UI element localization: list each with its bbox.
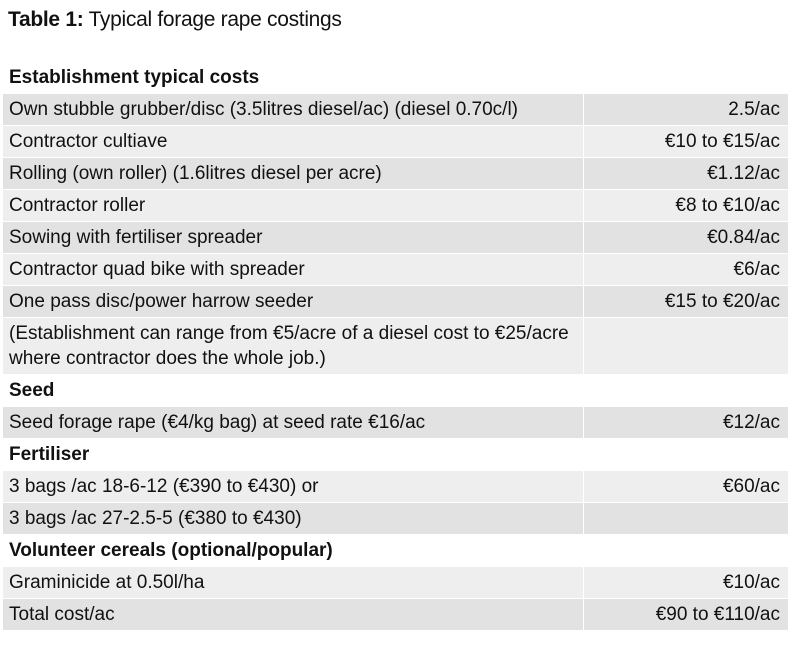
- cost-row: Seed forage rape (€4/kg bag) at seed rat…: [3, 406, 788, 439]
- cost-item: Own stubble grubber/disc (3.5litres dies…: [3, 93, 584, 126]
- cost-value: €60/ac: [583, 470, 788, 503]
- cost-value: €10 to €15/ac: [583, 125, 788, 158]
- cost-value: €15 to €20/ac: [583, 285, 788, 318]
- cost-row: Own stubble grubber/disc (3.5litres dies…: [3, 93, 788, 126]
- section-heading: Establishment typical costs: [3, 62, 788, 94]
- title-label: Table 1:: [8, 8, 84, 31]
- section-row: Volunteer cereals (optional/popular): [3, 534, 788, 567]
- cost-row: 3 bags /ac 27-2.5-5 (€380 to €430): [3, 502, 788, 535]
- cost-value-cell: [583, 502, 788, 535]
- cost-value: €1.12/ac: [583, 157, 788, 190]
- cost-value: €0.84/ac: [583, 221, 788, 254]
- cost-item: Seed forage rape (€4/kg bag) at seed rat…: [3, 406, 584, 439]
- cost-item: 3 bags /ac 18-6-12 (€390 to €430) or: [3, 470, 584, 503]
- cost-item: Contractor roller: [3, 189, 584, 222]
- cost-value: €90 to €110/ac: [583, 598, 788, 631]
- cost-item: Graminicide at 0.50l/ha: [3, 566, 584, 599]
- cost-value-cell: [583, 317, 788, 375]
- cost-item: One pass disc/power harrow seeder: [3, 285, 584, 318]
- cost-item: (Establishment can range from €5/acre of…: [3, 317, 584, 375]
- cost-row: Contractor roller €8 to €10/ac: [3, 189, 788, 222]
- cost-item: Rolling (own roller) (1.6litres diesel p…: [3, 157, 584, 190]
- title-text: Typical forage rape costings: [88, 8, 342, 31]
- cost-table: Establishment typical costs Own stubble g…: [3, 62, 788, 631]
- cost-value: €12/ac: [583, 406, 788, 439]
- table-title: Table 1: Typical forage rape costings: [8, 8, 342, 32]
- section-row: Fertiliser: [3, 438, 788, 471]
- cost-row: Contractor cultiave €10 to €15/ac: [3, 125, 788, 158]
- cost-row: Graminicide at 0.50l/ha €10/ac: [3, 566, 788, 599]
- cost-item: Contractor quad bike with spreader: [3, 253, 584, 286]
- cost-item: 3 bags /ac 27-2.5-5 (€380 to €430): [3, 502, 584, 535]
- section-row: Establishment typical costs: [3, 62, 788, 94]
- cost-row: 3 bags /ac 18-6-12 (€390 to €430) or €60/…: [3, 470, 788, 503]
- cost-item: Total cost/ac: [3, 598, 584, 631]
- section-heading: Fertiliser: [3, 438, 788, 471]
- section-heading: Seed: [3, 374, 788, 407]
- cost-row: Sowing with fertiliser spreader €0.84/ac: [3, 221, 788, 254]
- cost-value: €8 to €10/ac: [583, 189, 788, 222]
- cost-row: Total cost/ac €90 to €110/ac: [3, 598, 788, 631]
- section-row: Seed: [3, 374, 788, 407]
- cost-value: €10/ac: [583, 566, 788, 599]
- cost-value: 2.5/ac: [583, 93, 788, 126]
- cost-row: (Establishment can range from €5/acre of…: [3, 317, 788, 375]
- cost-item: Contractor cultiave: [3, 125, 584, 158]
- section-heading: Volunteer cereals (optional/popular): [3, 534, 788, 567]
- cost-value: €6/ac: [583, 253, 788, 286]
- cost-row: Contractor quad bike with spreader €6/ac: [3, 253, 788, 286]
- cost-row: One pass disc/power harrow seeder €15 to …: [3, 285, 788, 318]
- cost-row: Rolling (own roller) (1.6litres diesel p…: [3, 157, 788, 190]
- cost-item: Sowing with fertiliser spreader: [3, 221, 584, 254]
